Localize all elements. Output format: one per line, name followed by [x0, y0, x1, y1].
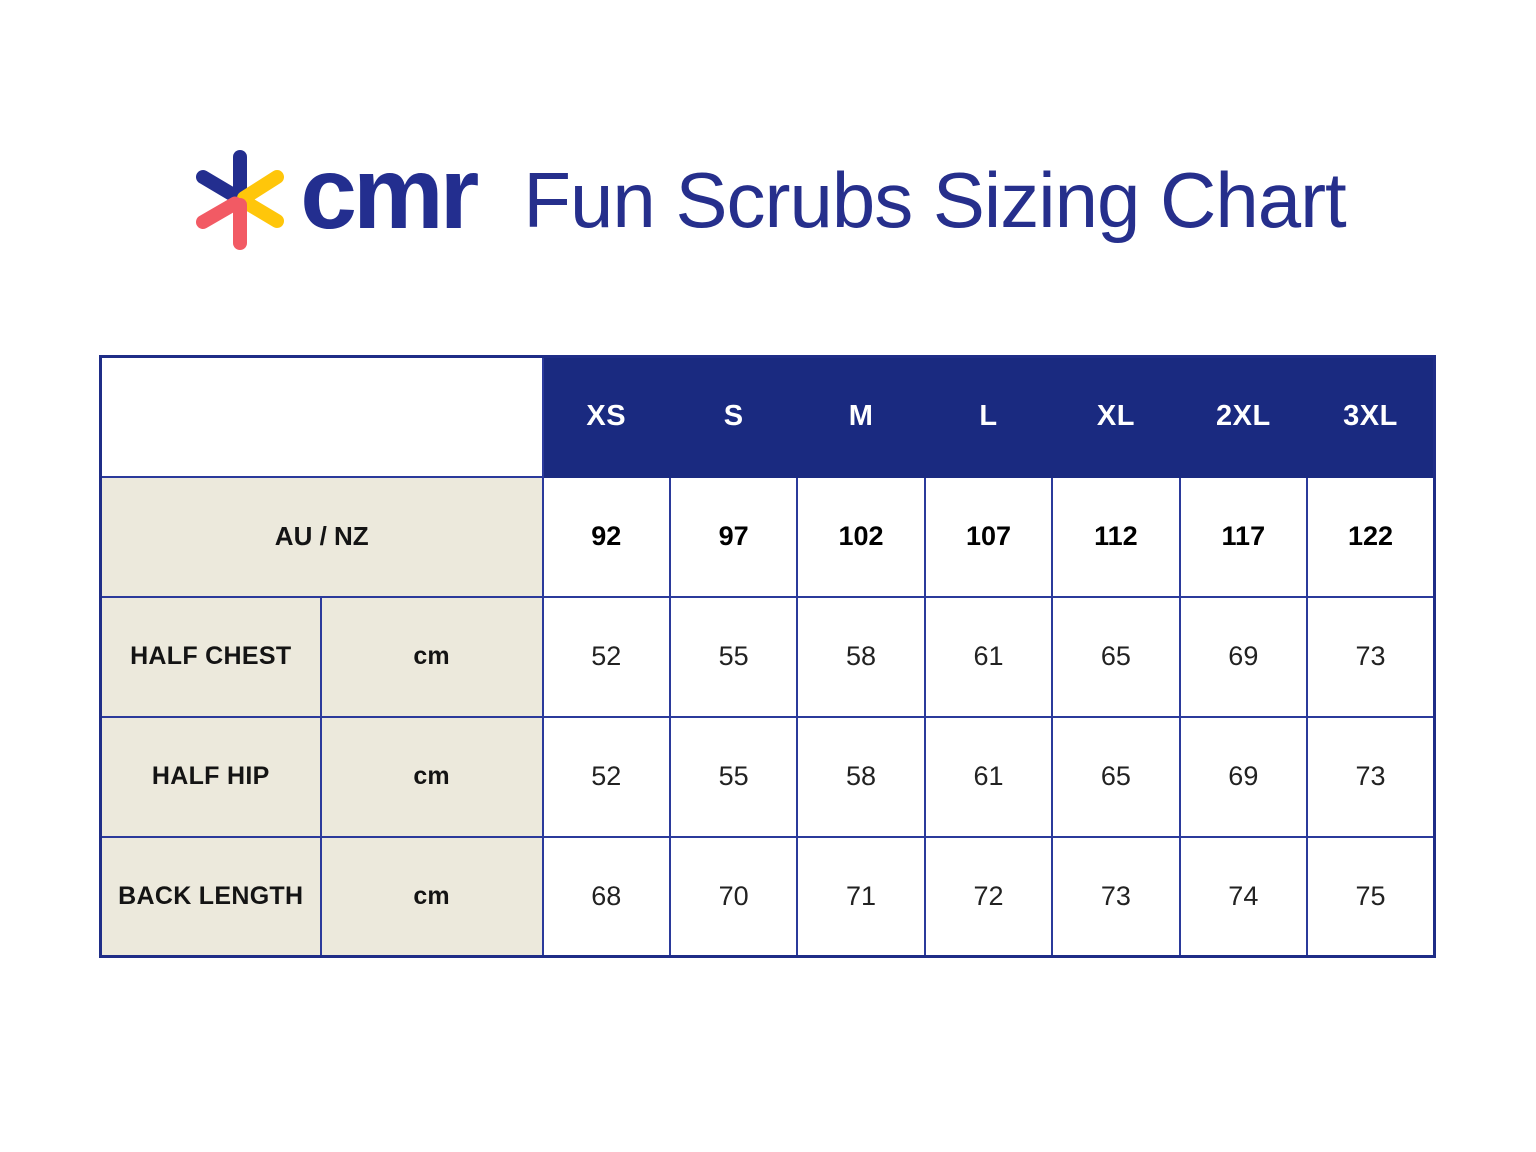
aunz-value: 97	[668, 475, 799, 598]
measure-value: 58	[796, 715, 926, 838]
logo-arm-lower-left	[196, 196, 243, 229]
header: cmr Fun Scrubs Sizing Chart	[0, 142, 1536, 250]
back-length-row: BACK LENGTH cm 68 70 71 72 73 74 75	[99, 835, 1436, 958]
size-header-row: XS S M L XL 2XL 3XL	[99, 355, 1436, 478]
size-header-m: M	[796, 355, 926, 478]
measure-unit: cm	[319, 715, 544, 838]
measure-label: HALF HIP	[99, 715, 322, 838]
measure-value: 72	[923, 835, 1054, 958]
aunz-value: 102	[796, 475, 926, 598]
measure-value: 55	[668, 715, 799, 838]
brand-logo: cmr	[190, 142, 479, 250]
sizing-table: XS S M L XL 2XL 3XL AU / NZ 92 97 102 10…	[99, 355, 1436, 958]
measure-value: 73	[1306, 595, 1436, 718]
measure-value: 73	[1306, 715, 1436, 838]
aunz-value: 112	[1051, 475, 1181, 598]
measure-value: 68	[541, 835, 671, 958]
logo-arm-upper-left	[196, 170, 243, 203]
measure-unit: cm	[319, 835, 544, 958]
measure-value: 69	[1178, 715, 1309, 838]
aunz-label: AU / NZ	[99, 475, 544, 598]
size-header-3xl: 3XL	[1306, 355, 1436, 478]
measure-unit: cm	[319, 595, 544, 718]
aunz-value: 122	[1306, 475, 1436, 598]
aunz-value: 107	[923, 475, 1054, 598]
size-header-l: L	[923, 355, 1054, 478]
measure-label: HALF CHEST	[99, 595, 322, 718]
measure-value: 65	[1051, 595, 1181, 718]
measure-value: 58	[796, 595, 926, 718]
measure-value: 71	[796, 835, 926, 958]
measure-value: 61	[923, 715, 1054, 838]
measure-label: BACK LENGTH	[99, 835, 322, 958]
aunz-value: 117	[1178, 475, 1309, 598]
logo-arm-upper-right	[237, 170, 285, 205]
size-header-2xl: 2XL	[1178, 355, 1309, 478]
half-hip-row: HALF HIP cm 52 55 58 61 65 69 73	[99, 715, 1436, 838]
measure-value: 69	[1178, 595, 1309, 718]
measure-value: 61	[923, 595, 1054, 718]
corner-cell	[99, 355, 544, 478]
size-header-xs: XS	[541, 355, 671, 478]
size-header-s: S	[668, 355, 799, 478]
half-chest-row: HALF CHEST cm 52 55 58 61 65 69 73	[99, 595, 1436, 718]
aunz-row: AU / NZ 92 97 102 107 112 117 122	[99, 475, 1436, 598]
brand-name: cmr	[300, 136, 479, 250]
measure-value: 65	[1051, 715, 1181, 838]
measure-value: 74	[1178, 835, 1309, 958]
measure-value: 70	[668, 835, 799, 958]
asterisk-logo-icon	[196, 150, 285, 250]
measure-value: 75	[1306, 835, 1436, 958]
measure-value: 73	[1051, 835, 1181, 958]
measure-value: 55	[668, 595, 799, 718]
measure-value: 52	[541, 715, 671, 838]
measure-value: 52	[541, 595, 671, 718]
size-header-xl: XL	[1051, 355, 1181, 478]
aunz-value: 92	[541, 475, 671, 598]
page-title: Fun Scrubs Sizing Chart	[523, 156, 1346, 244]
logo-arm-lower-right	[239, 195, 285, 228]
